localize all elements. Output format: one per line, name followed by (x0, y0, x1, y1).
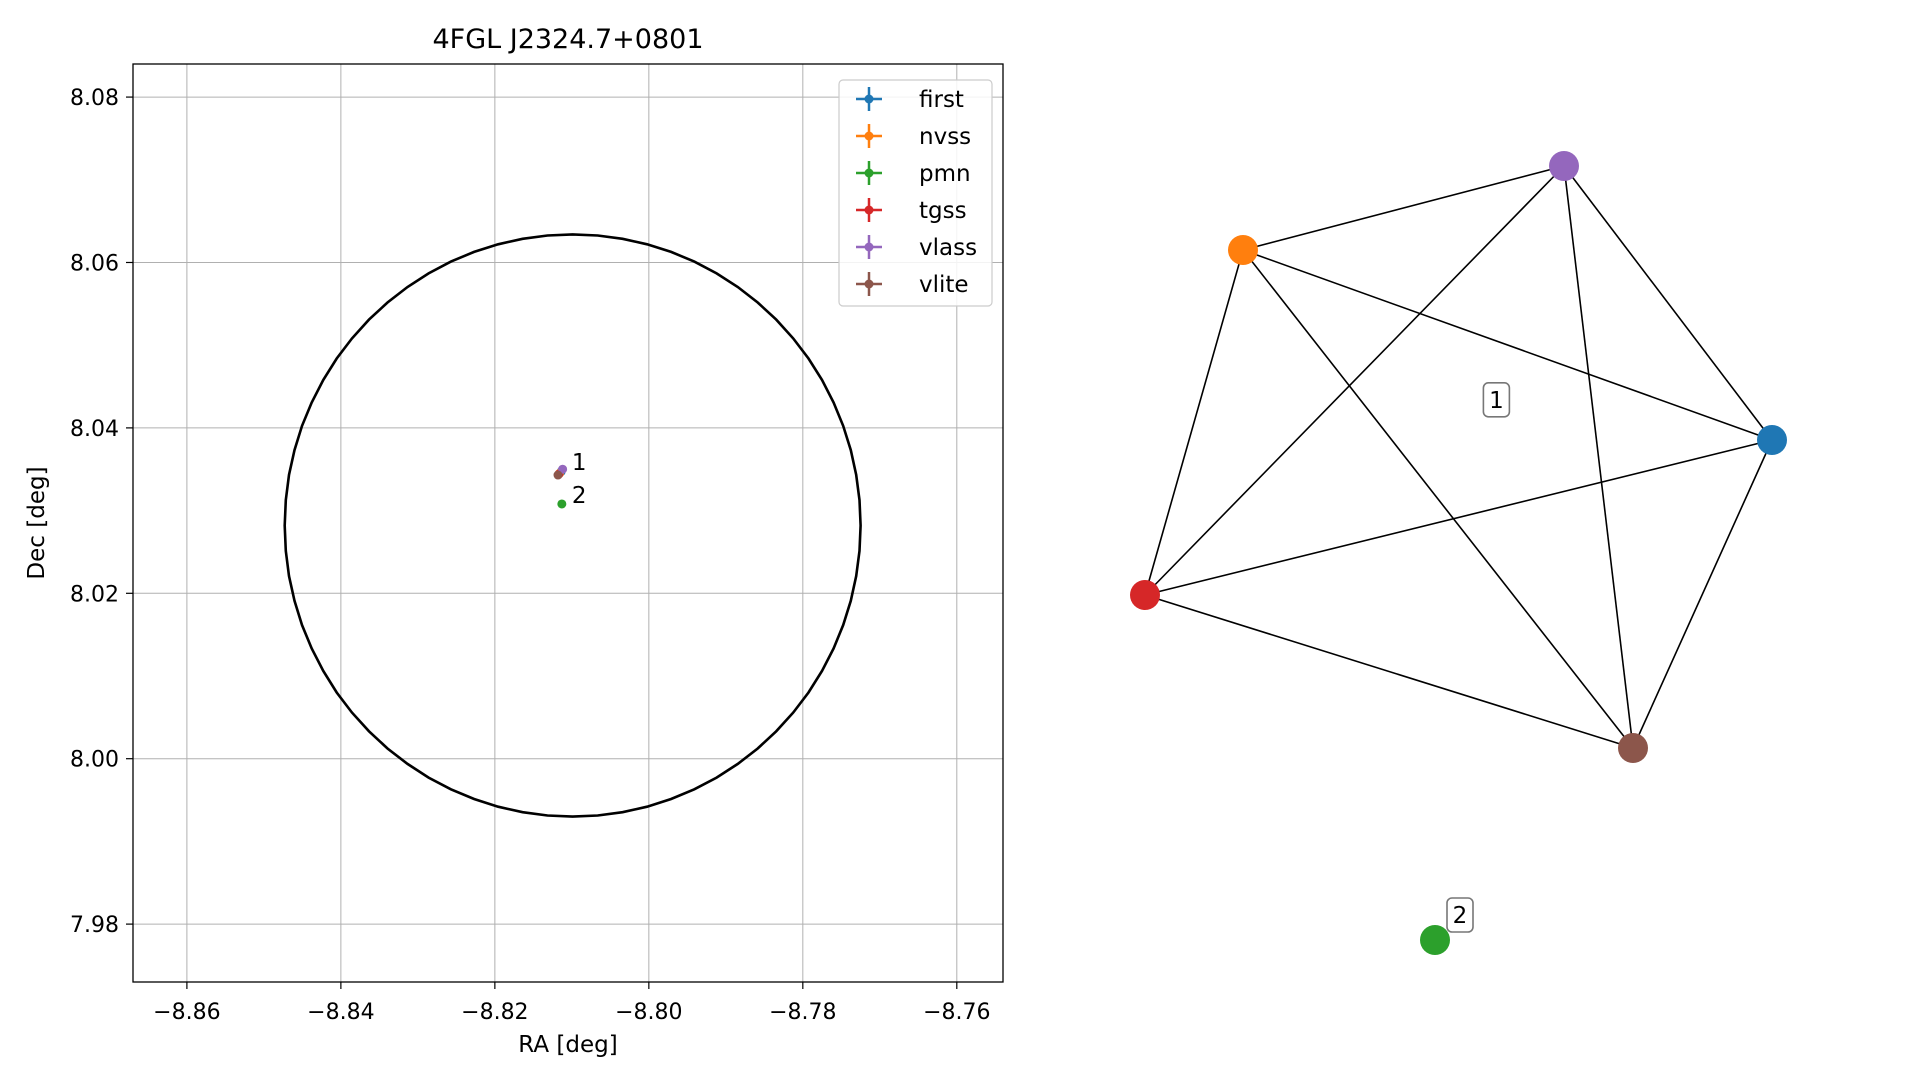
edge-vlass-vlite (1563, 165, 1634, 749)
cluster-label-box (1482, 381, 1511, 418)
scatter-panel: 12 −8.86 −8.84 −8.82 −8.80 −8.78 −8.767.988.0… (24, 24, 1004, 1058)
y-tick-label: 8.06 (70, 251, 119, 276)
point-annotation: 2 (572, 483, 587, 509)
legend-marker-dot (864, 279, 874, 289)
ellipse-layer (283, 233, 862, 818)
graph-edges (1144, 165, 1773, 749)
legend-item-nvss: nvss (856, 124, 971, 150)
legend-box (838, 79, 993, 307)
legend-marker-dot (864, 94, 874, 104)
legend-marker-dot (864, 168, 874, 178)
cluster-label-1: 1 (1482, 381, 1511, 418)
edge-nvss-tgss (1144, 249, 1244, 596)
edge-vlass-tgss (1144, 165, 1565, 596)
edge-nvss-vlite (1242, 249, 1634, 749)
legend-item-pmn: pmn (856, 161, 971, 187)
point-annotation: 1 (572, 450, 587, 476)
cluster-label-2: 2 (1446, 897, 1474, 933)
legend-item-first: first (856, 87, 964, 113)
edge-first-tgss (1144, 439, 1773, 596)
chart-title: 4FGL J2324.7+0801 (432, 24, 703, 55)
cluster-label-box (1446, 897, 1474, 933)
cluster-labels: 12 (1446, 381, 1511, 933)
edge-vlass-first (1563, 165, 1773, 441)
y-tick-label: 7.98 (70, 913, 119, 938)
x-tick-label: −8.84 (307, 1000, 374, 1025)
legend-label: nvss (919, 124, 971, 150)
legend-marker-dot (864, 205, 874, 215)
y-tick-label: 8.04 (70, 417, 119, 442)
node-vlass (1549, 151, 1579, 181)
y-axis-label: Dec [deg] (24, 466, 50, 579)
point-vlite (553, 470, 563, 480)
y-tick-label: 8.00 (70, 748, 119, 773)
edge-nvss-vlass (1242, 165, 1565, 251)
legend-label: vlass (919, 235, 977, 261)
x-tick-label: −8.80 (615, 1000, 682, 1025)
axis-ticks: −8.86 −8.84 −8.82 −8.80 −8.78 −8.76 7.98 8.00 8.… (70, 86, 991, 1025)
x-tick-label: −8.82 (461, 1000, 528, 1025)
edge-tgss-vlite (1144, 594, 1634, 749)
x-tick-label: −8.78 (769, 1000, 836, 1025)
x-tick-label: −8.86 (153, 1000, 220, 1025)
plot-frame (132, 63, 1004, 983)
y-tick-label: 8.08 (70, 86, 119, 111)
points-layer (553, 464, 568, 509)
x-axis-label: RA [deg] (518, 1032, 617, 1058)
legend-label: tgss (919, 198, 967, 224)
graph-nodes (1130, 151, 1787, 955)
legend-label: vlite (919, 272, 969, 298)
node-nvss (1228, 235, 1258, 265)
point-pmn (557, 499, 567, 509)
node-first (1757, 425, 1787, 455)
node-vlite (1618, 733, 1648, 763)
legend-item-vlass: vlass (856, 235, 977, 261)
legend-label: first (919, 87, 964, 113)
node-pmn (1420, 925, 1450, 955)
x-tick-label: −8.76 (923, 1000, 990, 1025)
legend-marker-dot (864, 131, 874, 141)
legend-label: pmn (919, 161, 971, 187)
point-annotations: 12 (572, 450, 587, 509)
legend-marker-dot (864, 242, 874, 252)
legend-item-tgss: tgss (856, 198, 967, 224)
edge-nvss-first (1242, 249, 1773, 441)
node-tgss (1130, 580, 1160, 610)
cluster-label-text: 2 (1453, 903, 1468, 929)
legend: first nvss pmn tgss vlass vlite (838, 79, 993, 307)
error-ellipse (283, 233, 862, 818)
y-tick-label: 8.02 (70, 582, 119, 607)
edge-first-vlite (1632, 439, 1773, 749)
graph-panel: 12 (1130, 151, 1787, 955)
cluster-label-text: 1 (1489, 388, 1504, 414)
legend-item-vlite: vlite (856, 272, 969, 298)
